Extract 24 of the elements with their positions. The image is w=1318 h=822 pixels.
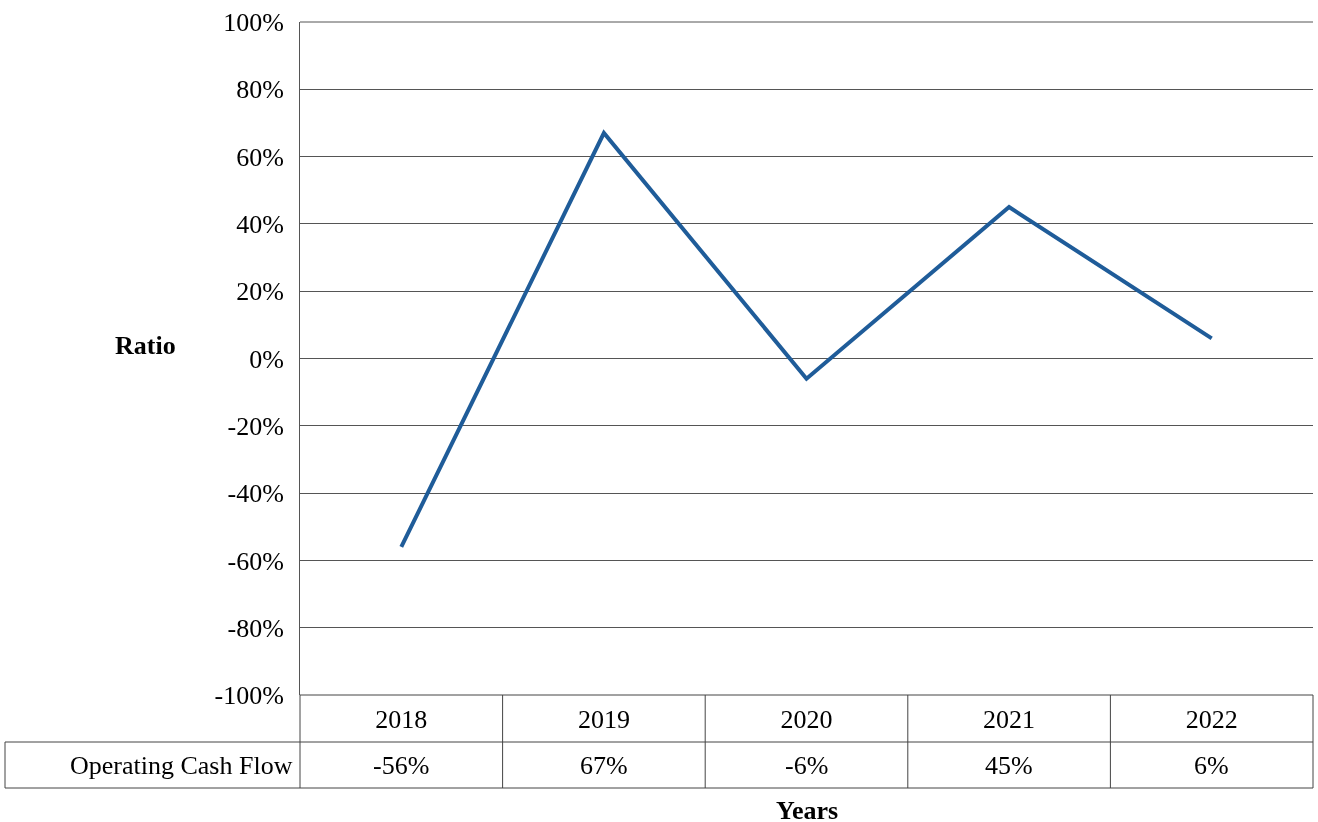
y-tick-label: 0% (249, 344, 284, 374)
x-tick-label: 2021 (983, 705, 1036, 734)
text: Operating Cash Flow (70, 751, 293, 780)
x-tick-label: 2019 (577, 705, 630, 734)
data-label: 45% (985, 751, 1033, 780)
y-tick-label: 20% (236, 277, 284, 307)
x-tick-label: 2020 (780, 705, 833, 734)
y-tick-label: 60% (236, 142, 284, 172)
x-tick-label: 2022 (1185, 705, 1238, 734)
y-tick-label: -20% (227, 411, 284, 441)
data-label: 67% (580, 751, 628, 780)
x-tick-label: 2018 (375, 705, 428, 734)
y-tick-label: -60% (227, 546, 284, 576)
y-tick-label: 100% (223, 8, 284, 38)
y-tick-label: 80% (236, 75, 284, 105)
y-tick-label: 40% (236, 210, 284, 239)
data-label: 6% (1194, 751, 1229, 780)
y-tick-label: -100% (214, 681, 284, 711)
data-label: -6% (785, 751, 829, 780)
data-label: -56% (373, 751, 430, 780)
y-tick-label: -80% (227, 613, 284, 643)
y-tick-label: -40% (227, 479, 284, 509)
x-axis-title: Years (776, 796, 839, 822)
y-axis-title: Ratio (115, 331, 176, 360)
